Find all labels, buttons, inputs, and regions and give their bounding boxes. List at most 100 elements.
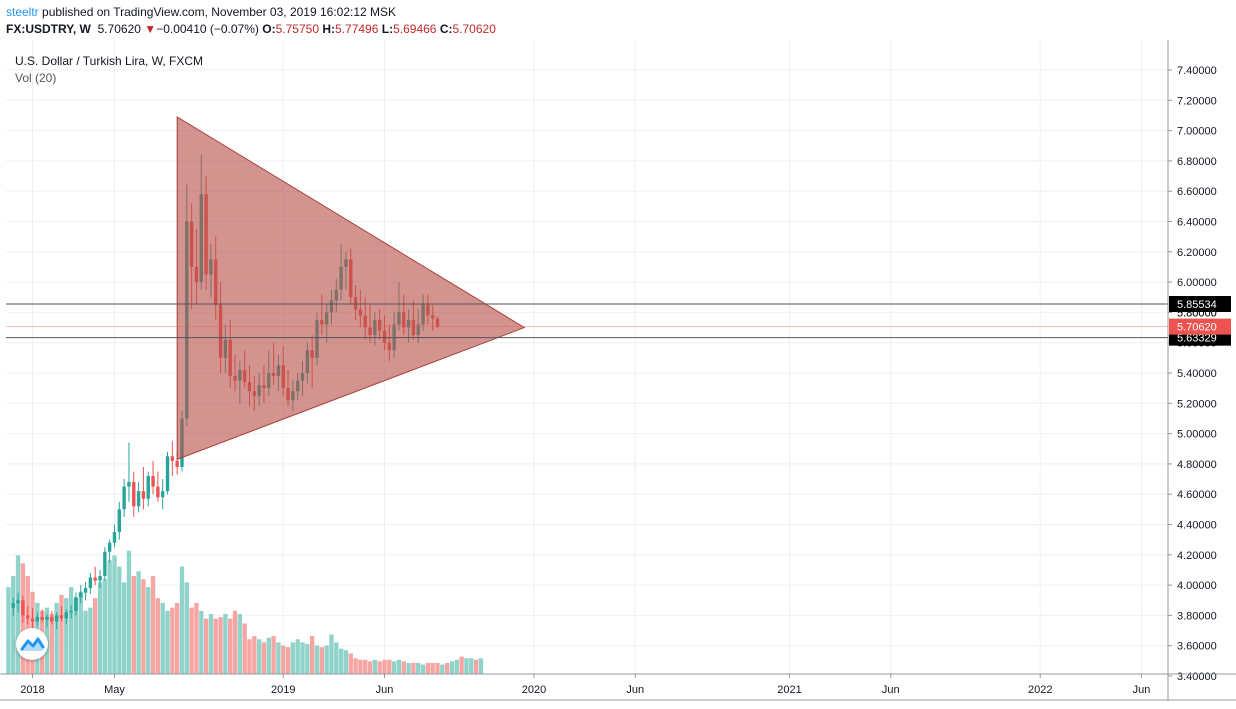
horizontal-levels[interactable] (6, 303, 1168, 339)
y-tick-label: 7.40000 (1177, 65, 1217, 77)
volume-bar (406, 662, 411, 674)
volume-bar (146, 587, 151, 674)
volume-bar (252, 636, 257, 674)
candle-body (83, 588, 88, 593)
volume-bar (343, 650, 349, 674)
volume-bar (208, 613, 214, 674)
volume-bar (189, 607, 194, 674)
level-price-label: 5.85534 (1177, 299, 1217, 311)
candle-body (35, 616, 40, 622)
candle-body (98, 576, 102, 581)
volume-bar (367, 661, 373, 674)
y-tick-label: 4.00000 (1177, 580, 1217, 592)
volume-bar (425, 662, 431, 674)
publish-info: steeltr published on TradingView.com, No… (6, 5, 396, 19)
volume-bar (179, 566, 185, 674)
candle-body (117, 509, 121, 533)
volume-bar (223, 613, 228, 674)
volume-bar (372, 659, 378, 674)
volume-bar (271, 636, 276, 674)
volume-bar (285, 647, 291, 674)
volume-bar (155, 598, 161, 674)
level-price-label: 5.63329 (1177, 333, 1217, 345)
candle-body (161, 491, 165, 498)
candle-body (103, 551, 107, 577)
candle-body (16, 600, 20, 604)
candle-body (11, 603, 15, 608)
volume-bar (112, 555, 117, 674)
price-axis[interactable]: 7.40000 7.20000 7.00000 6.80000 6.60000 6.400… (1168, 65, 1231, 683)
volume-bar (324, 645, 329, 674)
volume-bar (141, 579, 146, 674)
last-price-label: 5.70620 (1177, 322, 1217, 334)
volume-legend: Vol (20) (15, 71, 56, 85)
candle-body (107, 542, 112, 552)
close-label: C: (439, 22, 453, 36)
volume-bar (203, 618, 209, 674)
time-axis[interactable]: 2018 May 2019 Jun 2020 Jun 2021 Jun 2022 Jun (0, 673, 1236, 701)
volume-bar (247, 639, 252, 674)
candle-body (122, 486, 126, 510)
volume-bar (93, 598, 98, 674)
candle-body (40, 616, 44, 620)
triangle-pattern[interactable] (176, 116, 526, 461)
change-value: −0.00410 (−0.07%) (156, 22, 259, 36)
volume-bar (445, 662, 450, 674)
volume-bar (59, 595, 64, 674)
y-tick-label: 6.60000 (1177, 186, 1217, 198)
close-value: 5.70620 (452, 22, 496, 36)
volume-bar (319, 647, 324, 674)
volume-bar (440, 664, 445, 674)
symbol-info: FX:USDTRY, W 5.70620 ▼−0.00410 (−0.07%) … (6, 22, 496, 36)
x-tick-label: 2020 (522, 684, 546, 696)
volume-bar (416, 662, 421, 674)
volume-bar (478, 658, 484, 674)
volume-bar (150, 576, 156, 674)
open-label: O: (262, 22, 276, 36)
author-link[interactable]: steeltr (6, 5, 39, 19)
last-price: 5.70620 (97, 22, 141, 36)
candle-body (156, 486, 160, 498)
volume-bar (237, 613, 243, 674)
volume-bar (454, 659, 459, 674)
volume-bar (305, 643, 310, 674)
volume-bar (160, 602, 165, 674)
volume-bar (310, 636, 315, 674)
candle-body (165, 456, 170, 492)
volume-bar (131, 576, 136, 674)
candle-body (64, 612, 68, 619)
down-arrow-icon: ▼ (144, 22, 157, 36)
volume-bar (117, 566, 122, 674)
volume-bar (73, 598, 79, 674)
tradingview-logo-icon[interactable] (16, 628, 48, 660)
y-tick-label: 4.80000 (1177, 459, 1217, 471)
y-tick-label: 3.40000 (1177, 671, 1217, 683)
volume-bar (170, 607, 175, 674)
volume-bar (473, 659, 479, 674)
y-tick-label: 7.00000 (1177, 126, 1217, 138)
volume-bar (213, 618, 218, 674)
y-tick-label: 4.20000 (1177, 550, 1217, 562)
high-value: 5.77496 (335, 22, 379, 36)
volume-bar (281, 645, 286, 674)
candle-body (69, 610, 73, 613)
candle-body (112, 532, 117, 543)
y-tick-label: 4.40000 (1177, 520, 1217, 532)
volume-bar (49, 613, 54, 674)
volume-bar (276, 642, 281, 674)
volume-bar (329, 634, 334, 674)
x-tick-label: 2019 (271, 684, 295, 696)
volume-bar (136, 571, 141, 674)
volume-bar (102, 579, 108, 674)
candle-body (59, 615, 64, 619)
volume-bar (295, 639, 300, 674)
volume-bar (459, 656, 464, 674)
candle-body (141, 491, 146, 499)
y-tick-label: 5.40000 (1177, 368, 1217, 380)
volume-bar (64, 598, 69, 674)
volume-bar (107, 560, 112, 674)
volume-bar (377, 661, 382, 674)
candle-body (50, 616, 54, 622)
candle-body (79, 592, 83, 598)
